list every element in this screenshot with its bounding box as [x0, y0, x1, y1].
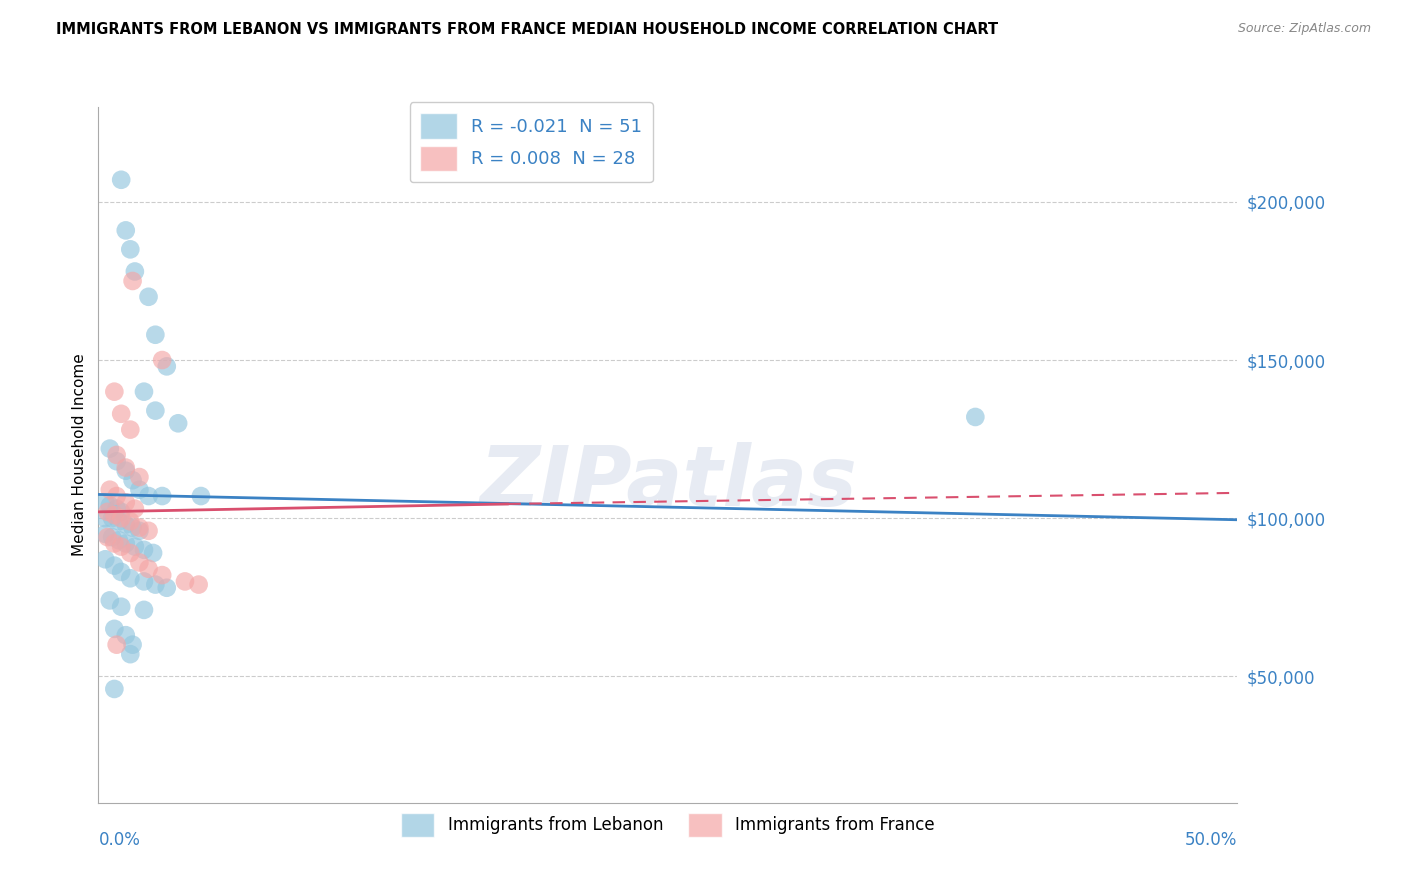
- Point: [142, 546, 165, 560]
- Point: [114, 223, 136, 237]
- Point: [114, 460, 136, 475]
- Point: [105, 501, 128, 516]
- Point: [128, 556, 150, 570]
- Point: [108, 514, 131, 528]
- Point: [94, 552, 117, 566]
- Point: [98, 442, 121, 456]
- Text: 50.0%: 50.0%: [1185, 830, 1237, 848]
- Y-axis label: Median Household Income: Median Household Income: [72, 353, 87, 557]
- Point: [105, 638, 128, 652]
- Point: [124, 501, 146, 516]
- Point: [110, 173, 132, 187]
- Point: [138, 562, 160, 576]
- Point: [138, 524, 160, 538]
- Point: [105, 489, 128, 503]
- Point: [114, 517, 136, 532]
- Point: [145, 577, 167, 591]
- Point: [103, 558, 125, 573]
- Point: [110, 511, 132, 525]
- Point: [128, 483, 150, 497]
- Point: [105, 448, 128, 462]
- Point: [138, 290, 160, 304]
- Point: [150, 489, 173, 503]
- Point: [98, 483, 121, 497]
- Point: [103, 536, 125, 550]
- Text: ZIPatlas: ZIPatlas: [479, 442, 856, 524]
- Point: [174, 574, 197, 589]
- Point: [98, 499, 121, 513]
- Point: [124, 540, 146, 554]
- Point: [150, 353, 173, 368]
- Point: [150, 568, 173, 582]
- Point: [965, 409, 987, 424]
- Point: [94, 527, 117, 541]
- Point: [132, 542, 155, 557]
- Point: [121, 473, 143, 487]
- Point: [103, 508, 125, 522]
- Point: [120, 243, 142, 257]
- Point: [167, 417, 190, 431]
- Point: [132, 574, 155, 589]
- Point: [114, 495, 136, 509]
- Point: [132, 384, 155, 399]
- Point: [120, 571, 142, 585]
- Point: [121, 521, 143, 535]
- Point: [105, 454, 128, 468]
- Point: [114, 536, 136, 550]
- Point: [110, 407, 132, 421]
- Point: [132, 603, 155, 617]
- Point: [128, 470, 150, 484]
- Point: [110, 540, 132, 554]
- Point: [120, 546, 142, 560]
- Point: [138, 489, 160, 503]
- Point: [101, 511, 124, 525]
- Point: [103, 622, 125, 636]
- Point: [94, 511, 117, 525]
- Point: [187, 577, 209, 591]
- Point: [120, 647, 142, 661]
- Point: [114, 628, 136, 642]
- Point: [128, 524, 150, 538]
- Point: [96, 505, 118, 519]
- Point: [120, 423, 142, 437]
- Point: [124, 264, 146, 278]
- Point: [110, 505, 132, 519]
- Point: [94, 495, 117, 509]
- Point: [114, 464, 136, 478]
- Point: [96, 530, 118, 544]
- Point: [110, 599, 132, 614]
- Legend: Immigrants from Lebanon, Immigrants from France: Immigrants from Lebanon, Immigrants from…: [395, 806, 941, 843]
- Point: [103, 384, 125, 399]
- Point: [120, 514, 142, 528]
- Point: [128, 521, 150, 535]
- Text: Source: ZipAtlas.com: Source: ZipAtlas.com: [1237, 22, 1371, 36]
- Point: [121, 274, 143, 288]
- Point: [145, 327, 167, 342]
- Point: [121, 638, 143, 652]
- Point: [145, 403, 167, 417]
- Point: [101, 530, 124, 544]
- Point: [156, 359, 179, 374]
- Point: [98, 593, 121, 607]
- Point: [190, 489, 212, 503]
- Point: [110, 565, 132, 579]
- Text: 0.0%: 0.0%: [98, 830, 141, 848]
- Point: [103, 681, 125, 696]
- Point: [156, 581, 179, 595]
- Point: [108, 533, 131, 548]
- Text: IMMIGRANTS FROM LEBANON VS IMMIGRANTS FROM FRANCE MEDIAN HOUSEHOLD INCOME CORREL: IMMIGRANTS FROM LEBANON VS IMMIGRANTS FR…: [56, 22, 998, 37]
